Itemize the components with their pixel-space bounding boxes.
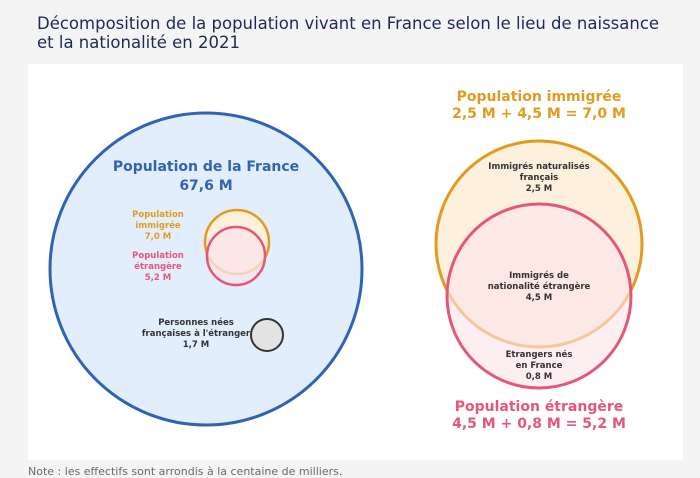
immigree-small-label-2: immigrée (135, 220, 181, 231)
etrangere-equation: 4,5 M + 0,8 M = 5,2 M (452, 416, 626, 432)
etrangere-circle (445, 202, 633, 390)
immigree-equation: 2,5 M + 4,5 M = 7,0 M (452, 106, 626, 122)
nes-etranger-label-2: françaises à l'étranger (142, 328, 251, 339)
diagram-card: Population de la France 67,6 M Populatio… (28, 64, 683, 460)
nes-etranger-circle (250, 318, 284, 352)
intersection-label-2: nationalité étrangère (488, 281, 591, 292)
page-title: Décomposition de la population vivant en… (37, 14, 660, 52)
etrangere-title: Population étrangère (455, 399, 624, 415)
intersection-value: 4,5 M (526, 293, 552, 303)
etrangere-small-label-2: étrangère (134, 261, 182, 272)
france-label: Population de la France (113, 159, 299, 175)
immigree-small-value: 7,0 M (145, 232, 171, 242)
naturalises-label-2: français (520, 173, 558, 183)
nes-france-value: 0,8 M (526, 372, 552, 382)
nes-france-label-2: en France (516, 361, 563, 371)
venn-diagram: Population de la France 67,6 M Populatio… (48, 89, 644, 432)
etrangere-small-value: 5,2 M (145, 273, 171, 283)
etrangere-small-circle (205, 225, 267, 287)
nes-etranger-value: 1,7 M (183, 340, 209, 350)
immigree-title: Population immigrée (457, 89, 622, 105)
france-circle (48, 111, 364, 427)
france-value: 67,6 M (179, 178, 232, 194)
immigree-small-label-1: Population (132, 210, 184, 220)
etrangere-small-label-1: Population (132, 251, 184, 261)
naturalises-label-1: Immigrés naturalisés (488, 161, 589, 172)
nes-etranger-label-1: Personnes nées (158, 317, 234, 328)
nes-france-label-1: Etrangers nés (506, 349, 573, 360)
intersection-label-1: Immigrés de (509, 270, 569, 281)
naturalises-value: 2,5 M (526, 184, 552, 194)
